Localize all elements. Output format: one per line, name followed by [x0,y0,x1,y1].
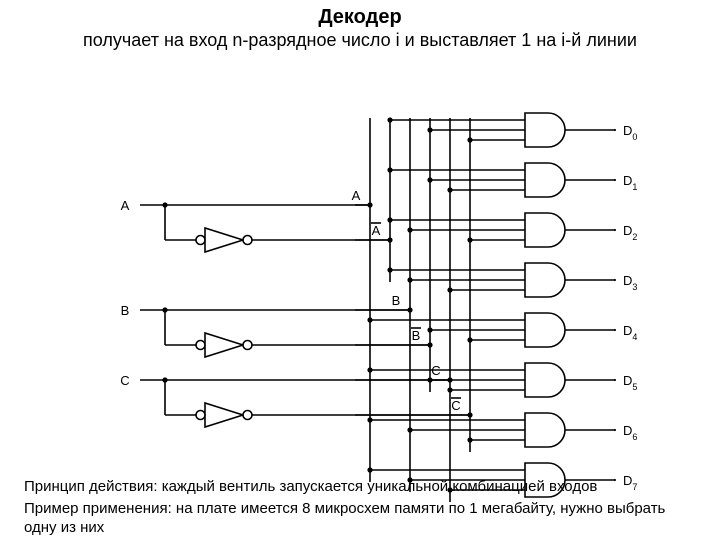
principle-text: Принцип действия: каждый вентиль запуска… [24,478,696,495]
svg-text:D2: D2 [623,223,637,242]
svg-text:C: C [451,398,460,413]
svg-text:D4: D4 [623,323,637,342]
svg-text:D5: D5 [623,373,637,392]
svg-text:B: B [412,328,421,343]
page-subtitle: получает на вход n-разрядное число i и в… [0,30,720,51]
decoder-schematic: ABCAABBCCD0D1D2D3D4D5D6D7 [95,50,655,510]
svg-text:A: A [352,188,361,203]
svg-text:B: B [121,303,130,318]
svg-text:D6: D6 [623,423,637,442]
svg-text:D0: D0 [623,123,637,142]
svg-text:B: B [392,293,401,308]
svg-text:D3: D3 [623,273,637,292]
svg-text:A: A [121,198,130,213]
svg-text:D1: D1 [623,173,637,192]
svg-text:C: C [120,373,129,388]
example-text: Пример применения: на плате имеется 8 ми… [24,500,696,538]
svg-text:A: A [372,223,381,238]
page-title: Декодер [0,6,720,29]
